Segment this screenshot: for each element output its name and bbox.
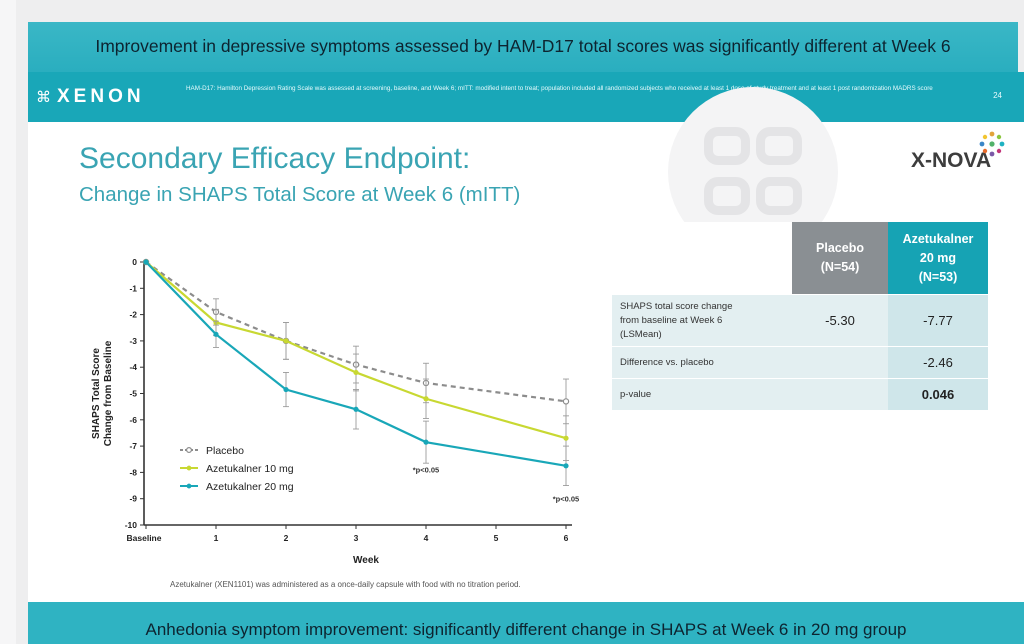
y-tick-label: -5 bbox=[129, 389, 137, 399]
data-point bbox=[423, 439, 429, 445]
header-azetukalner-line: Azetukalner bbox=[902, 231, 974, 246]
series-line-1 bbox=[145, 261, 567, 440]
x-tick-label: 3 bbox=[354, 533, 359, 543]
data-point bbox=[353, 369, 359, 376]
data-point bbox=[353, 406, 359, 412]
slide-subtitle: Change in SHAPS Total Score at Week 6 (m… bbox=[79, 183, 521, 206]
shaps-line-chart: 0 -1 -2 -3 -4 -5 -6 -7 -8 -9 -10 Baseline 1 2 3 4 5 6 Week… bbox=[91, 257, 579, 566]
y-tick-label: -8 bbox=[129, 467, 137, 477]
legend-label: Azetukalner 10 mg bbox=[206, 463, 294, 475]
y-tick-label: -9 bbox=[129, 494, 137, 504]
table-corner bbox=[612, 222, 792, 295]
y-tick-label: -4 bbox=[129, 362, 137, 372]
header-azetukalner-line: (N=53) bbox=[918, 269, 958, 284]
header-azetukalner-line: 20 mg bbox=[919, 250, 957, 265]
row-label-line: (LSMean) bbox=[620, 328, 662, 340]
watermark-square bbox=[756, 127, 802, 165]
azetukalner-value: -2.46 bbox=[888, 346, 988, 379]
xenon-mark-icon: ⌘ bbox=[36, 89, 51, 106]
x-axis-label: Week bbox=[353, 555, 379, 566]
placebo-value bbox=[792, 346, 888, 379]
table-header-row: Placebo (N=54) Azetukalner 20 mg (N=53) bbox=[612, 222, 988, 295]
chart-footnote: Azetukalner (XEN1101) was administered a… bbox=[170, 580, 521, 589]
y-tick-label: -10 bbox=[125, 520, 138, 530]
placebo-value bbox=[792, 378, 888, 411]
data-point bbox=[563, 463, 569, 469]
xnova-logo: X-NOVA bbox=[911, 149, 992, 172]
page-number: 24 bbox=[993, 91, 1002, 100]
placebo-value: -5.30 bbox=[792, 294, 888, 347]
data-point bbox=[562, 398, 570, 405]
bottom-banner: Anhedonia symptom improvement: significa… bbox=[28, 602, 1024, 644]
data-point bbox=[143, 259, 149, 265]
header-placebo: Placebo (N=54) bbox=[792, 222, 888, 295]
legend-marker bbox=[186, 465, 192, 471]
significance-annotation: *p<0.05 bbox=[553, 494, 579, 503]
xenon-footnote: HAM-D17: Hamilton Depression Rating Scal… bbox=[186, 85, 933, 92]
x-tick-label: Baseline bbox=[127, 533, 162, 543]
row-label-line: Difference vs. placebo bbox=[620, 356, 714, 368]
header-placebo-line: (N=54) bbox=[820, 260, 860, 274]
table-row: SHAPS total score change from baseline a… bbox=[612, 294, 988, 347]
series-line-0 bbox=[145, 261, 567, 403]
page-edge bbox=[0, 0, 16, 644]
table-row: p-value 0.046 bbox=[612, 378, 988, 411]
table-row: Difference vs. placebo -2.46 bbox=[612, 346, 988, 379]
y-axis-label-line1: SHAPS Total Score bbox=[91, 348, 102, 439]
row-label: Difference vs. placebo bbox=[612, 346, 792, 379]
data-point bbox=[283, 338, 289, 344]
xenon-footer-bar: ⌘ XENON HAM-D17: Hamilton Depression Rati… bbox=[28, 72, 1024, 122]
header-azetukalner: Azetukalner 20 mg (N=53) bbox=[888, 222, 988, 295]
chart-plot-area: 0 -1 -2 -3 -4 -5 -6 -7 -8 -9 -10 Baseline 1 2 3 4 5 6 Week… bbox=[91, 257, 579, 566]
top-banner-text: Improvement in depressive symptoms asses… bbox=[95, 36, 951, 56]
x-tick-label: 2 bbox=[284, 533, 289, 543]
row-label: p-value bbox=[612, 378, 792, 411]
data-point bbox=[563, 435, 569, 441]
top-banner: Improvement in depressive symptoms asses… bbox=[28, 22, 1018, 72]
x-tick-label: 4 bbox=[424, 533, 429, 543]
legend-marker bbox=[186, 483, 192, 489]
y-tick-label: -3 bbox=[129, 336, 137, 346]
row-label: SHAPS total score change from baseline a… bbox=[612, 294, 792, 347]
x-tick-label: 6 bbox=[564, 533, 569, 543]
data-point bbox=[423, 396, 429, 402]
watermark-square bbox=[756, 177, 802, 215]
y-tick-label: -2 bbox=[129, 310, 137, 320]
y-tick-label: 0 bbox=[132, 257, 137, 267]
azetukalner-value: -7.77 bbox=[888, 294, 988, 347]
data-point bbox=[283, 386, 289, 393]
xenon-logo: ⌘ XENON bbox=[36, 86, 145, 108]
data-point bbox=[213, 331, 219, 337]
y-axis-label-line2: Change from Baseline bbox=[103, 340, 114, 446]
results-table: Placebo (N=54) Azetukalner 20 mg (N=53) … bbox=[612, 222, 988, 411]
y-tick-label: -1 bbox=[129, 283, 137, 293]
y-tick-label: -7 bbox=[129, 441, 137, 451]
xenon-logo-text: XENON bbox=[57, 86, 145, 107]
xnova-dots-icon bbox=[979, 131, 1005, 157]
significance-annotation: *p<0.05 bbox=[413, 465, 439, 474]
slide-title: Secondary Efficacy Endpoint: bbox=[79, 142, 471, 175]
bottom-banner-text: Anhedonia symptom improvement: significa… bbox=[145, 620, 907, 639]
row-label-line: SHAPS total score change bbox=[620, 300, 733, 312]
x-tick-label: 5 bbox=[494, 533, 499, 543]
row-label-line: p-value bbox=[620, 388, 652, 400]
x-tick-label: 1 bbox=[214, 533, 219, 543]
header-placebo-line: Placebo bbox=[816, 241, 864, 255]
watermark-square bbox=[704, 177, 750, 215]
watermark-square bbox=[704, 127, 750, 165]
y-tick-label: -6 bbox=[129, 415, 137, 425]
azetukalner-value: 0.046 bbox=[888, 378, 988, 411]
legend-marker bbox=[185, 447, 192, 454]
row-label-line: from baseline at Week 6 bbox=[620, 314, 723, 326]
series-line-2 bbox=[145, 261, 567, 467]
legend-label: Placebo bbox=[206, 445, 244, 457]
legend-label: Azetukalner 20 mg bbox=[206, 481, 294, 493]
